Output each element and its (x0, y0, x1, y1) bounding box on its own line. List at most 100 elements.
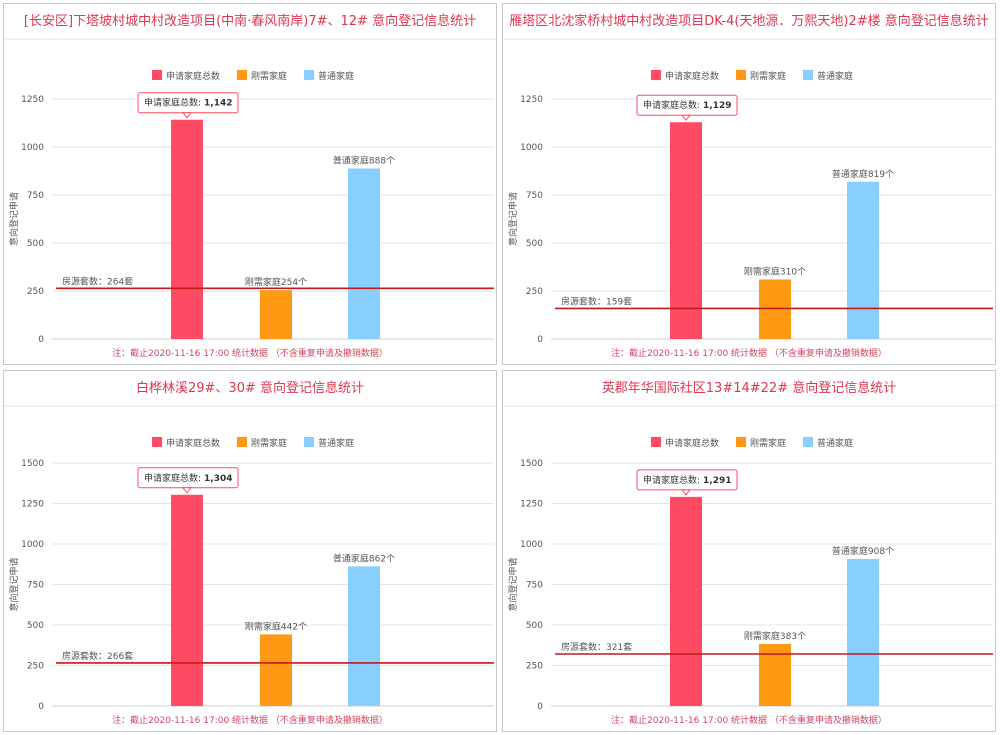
tooltip-value: 1,291 (703, 476, 731, 486)
tooltip: 申请家庭总数: 1,291 (636, 469, 738, 496)
bar-normal[interactable] (348, 566, 380, 706)
chart-footnote: 注：截止2020-11-16 17:00 统计数据 （不含重复申请及撤销数据） (611, 347, 887, 359)
bar-rigid[interactable] (260, 290, 292, 339)
tooltip-value: 1,129 (703, 101, 731, 111)
bar-total[interactable] (171, 494, 203, 706)
reference-line-label: 房源套数：321套 (561, 641, 632, 653)
chart-panel-changan: [长安区]下塔坡村城中村改造项目(中南·春风南岸)7#、12# 意向登记信息统计… (3, 3, 497, 365)
y-tick-label: 1500 (520, 459, 543, 469)
bar-data-label: 刚需家庭254个 (245, 276, 307, 288)
legend-label: 普通家庭 (817, 437, 853, 449)
legend-swatch (152, 437, 162, 447)
legend-label: 刚需家庭 (251, 70, 287, 82)
y-tick-label: 1000 (21, 143, 44, 153)
y-tick-label: 750 (27, 191, 44, 201)
y-axis-title: 意向登记申请 (8, 192, 20, 246)
y-tick-label: 500 (526, 239, 543, 249)
legend-label: 申请家庭总数 (166, 437, 220, 449)
y-tick-label: 250 (526, 662, 543, 672)
y-tick-label: 500 (526, 621, 543, 631)
tooltip-label: 申请家庭总数: (643, 474, 700, 486)
y-tick-label: 250 (27, 662, 44, 672)
tooltip-value: 1,304 (204, 474, 232, 484)
chart-panel-yingjunnianhua: 英郡年华国际社区13#14#22# 意向登记信息统计 申请家庭总数 刚需家庭 普通家庭… (502, 370, 996, 732)
legend-swatch (304, 437, 314, 447)
y-tick-label: 1250 (520, 500, 543, 510)
legend-swatch (651, 70, 661, 80)
legend-label: 刚需家庭 (750, 70, 786, 82)
y-tick-label: 1250 (21, 95, 44, 105)
legend-label: 普通家庭 (318, 437, 354, 449)
y-tick-label: 0 (537, 702, 543, 712)
reference-line-label: 房源套数：266套 (62, 650, 133, 662)
tooltip-pointer (680, 114, 692, 122)
y-tick-label: 1000 (520, 540, 543, 550)
y-tick-label: 1000 (21, 540, 44, 550)
legend-swatch (152, 70, 162, 80)
legend-label: 普通家庭 (817, 70, 853, 82)
chart-svg: [长安区]下塔坡村城中村改造项目(中南·春风南岸)7#、12# 意向登记信息统计… (4, 13, 496, 359)
tooltip-value: 1,142 (204, 99, 232, 109)
bar-data-label: 普通家庭862个 (333, 552, 395, 564)
tooltip: 申请家庭总数: 1,304 (137, 467, 239, 494)
chart-title: 雁塔区北沈家桥村城中村改造项目DK-4(天地源．万熙天地)2#楼 意向登记信息统… (509, 13, 989, 29)
y-tick-label: 500 (27, 621, 44, 631)
legend-swatch (237, 437, 247, 447)
tooltip-pointer (181, 487, 193, 494)
legend-label: 申请家庭总数 (665, 70, 719, 82)
legend-label: 申请家庭总数 (665, 437, 719, 449)
y-tick-label: 500 (27, 239, 44, 249)
y-tick-label: 0 (38, 335, 44, 345)
tooltip-text: 申请家庭总数: 1,304 (144, 472, 233, 484)
legend-swatch (803, 70, 813, 80)
bar-normal[interactable] (847, 558, 879, 706)
tooltip-label: 申请家庭总数: (144, 472, 201, 484)
y-tick-label: 750 (526, 581, 543, 591)
tooltip: 申请家庭总数: 1,129 (636, 94, 738, 122)
bar-data-label: 普通家庭908个 (832, 545, 894, 557)
legend-swatch (651, 437, 661, 447)
bar-data-label: 刚需家庭383个 (744, 630, 806, 642)
bar-rigid[interactable] (260, 634, 292, 706)
legend-label: 普通家庭 (318, 70, 354, 82)
bar-data-label: 普通家庭819个 (832, 168, 894, 180)
chart-title: 英郡年华国际社区13#14#22# 意向登记信息统计 (602, 380, 896, 396)
y-tick-label: 1250 (520, 95, 543, 105)
y-tick-label: 1500 (21, 459, 44, 469)
legend-swatch (237, 70, 247, 80)
bar-total[interactable] (171, 119, 203, 340)
bar-total[interactable] (670, 496, 702, 706)
tooltip-pointer (181, 112, 193, 119)
y-tick-label: 250 (526, 287, 543, 297)
bar-data-label: 刚需家庭442个 (245, 620, 307, 632)
chart-title: 白桦林溪29#、30# 意向登记信息统计 (136, 380, 364, 396)
chart-footnote: 注：截止2020-11-16 17:00 统计数据 （不含重复申请及撤销数据） (611, 714, 887, 726)
tooltip-label: 申请家庭总数: (144, 97, 201, 109)
y-tick-label: 1250 (21, 500, 44, 510)
y-axis-title: 意向登记申请 (507, 557, 519, 611)
legend-label: 刚需家庭 (251, 437, 287, 449)
tooltip-text: 申请家庭总数: 1,129 (643, 99, 732, 111)
y-tick-label: 750 (27, 581, 44, 591)
y-axis-title: 意向登记申请 (507, 192, 519, 246)
tooltip-text: 申请家庭总数: 1,142 (144, 97, 233, 109)
legend-swatch (304, 70, 314, 80)
tooltip-pointer (680, 489, 692, 496)
chart-panel-baihualinxi: 白桦林溪29#、30# 意向登记信息统计申请家庭总数 刚需家庭 普通家庭 0 250 50… (3, 370, 497, 732)
y-tick-label: 750 (526, 191, 543, 201)
tooltip-text: 申请家庭总数: 1,291 (643, 474, 732, 486)
chart-panel-yanta: 雁塔区北沈家桥村城中村改造项目DK-4(天地源．万熙天地)2#楼 意向登记信息统… (502, 3, 996, 365)
reference-line-label: 房源套数：159套 (561, 295, 632, 307)
y-tick-label: 0 (38, 702, 44, 712)
bar-data-label: 普通家庭888个 (333, 155, 395, 167)
bar-normal[interactable] (348, 168, 380, 339)
y-tick-label: 0 (537, 335, 543, 345)
tooltip-label: 申请家庭总数: (643, 99, 700, 111)
bar-normal[interactable] (847, 181, 879, 339)
legend-swatch (803, 437, 813, 447)
y-tick-label: 250 (27, 287, 44, 297)
bar-total[interactable] (670, 122, 702, 340)
reference-line-label: 房源套数：264套 (62, 275, 133, 287)
